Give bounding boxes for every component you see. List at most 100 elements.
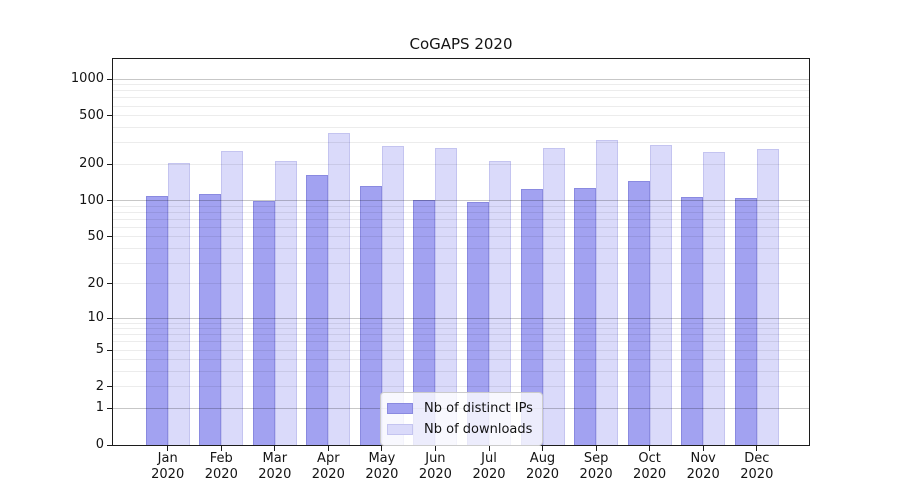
y-tick-mark bbox=[107, 444, 113, 446]
legend-swatch-downloads bbox=[387, 424, 413, 435]
y-tick-mark bbox=[107, 78, 113, 80]
gridline-minor bbox=[113, 247, 809, 249]
bar-distinct-ips bbox=[467, 202, 489, 445]
bars-layer bbox=[113, 59, 809, 445]
bar-downloads bbox=[167, 163, 190, 445]
x-tick-mark bbox=[702, 446, 704, 451]
x-tick-label: Apr 2020 bbox=[293, 451, 363, 482]
x-tick-year: 2020 bbox=[740, 466, 774, 482]
x-tick-year: 2020 bbox=[579, 466, 613, 482]
x-tick-label: Nov 2020 bbox=[668, 451, 738, 482]
gridline-minor bbox=[113, 386, 809, 388]
x-tick-year: 2020 bbox=[418, 466, 452, 482]
x-tick-label: Aug 2020 bbox=[508, 451, 578, 482]
bar-downloads bbox=[542, 148, 565, 445]
y-tick-label: 2 bbox=[95, 378, 104, 394]
x-tick-mark bbox=[488, 446, 490, 451]
y-tick-label: 200 bbox=[79, 156, 104, 172]
x-tick-month: Feb bbox=[209, 451, 233, 466]
legend-label: Nb of downloads bbox=[424, 422, 533, 437]
gridline-minor bbox=[113, 115, 809, 117]
gridline-major bbox=[113, 78, 809, 80]
x-tick-year: 2020 bbox=[525, 466, 560, 482]
y-tick-label: 50 bbox=[87, 228, 104, 244]
y-tick-mark bbox=[107, 349, 113, 351]
y-tick-label: 100 bbox=[79, 192, 104, 208]
bar-downloads bbox=[756, 149, 779, 445]
y-tick-mark bbox=[107, 407, 113, 409]
y-tick-mark bbox=[107, 386, 113, 388]
x-tick-label: Jan 2020 bbox=[133, 451, 203, 482]
gridline-minor bbox=[113, 205, 809, 207]
y-tick-mark bbox=[107, 317, 113, 319]
bar-downloads bbox=[489, 161, 511, 445]
gridline-minor bbox=[113, 218, 809, 220]
bar-downloads bbox=[435, 148, 458, 445]
x-tick-year: 2020 bbox=[151, 466, 185, 482]
x-tick-label: Jul 2020 bbox=[454, 451, 524, 482]
gridline-minor bbox=[113, 262, 809, 264]
bar-distinct-ips bbox=[252, 200, 275, 445]
gridline-minor bbox=[113, 236, 809, 238]
plot-area bbox=[113, 59, 809, 445]
x-tick-label: Jun 2020 bbox=[400, 451, 470, 482]
bar-distinct-ips bbox=[734, 197, 757, 445]
bar-downloads bbox=[649, 145, 672, 445]
x-tick-year: 2020 bbox=[686, 466, 720, 482]
gridline-minor bbox=[113, 84, 809, 86]
x-tick-month: Sep bbox=[583, 451, 609, 466]
x-tick-year: 2020 bbox=[204, 466, 238, 482]
bar-distinct-ips bbox=[413, 200, 436, 445]
x-tick-mark bbox=[381, 446, 383, 451]
y-tick-mark bbox=[107, 200, 113, 201]
x-tick-year: 2020 bbox=[472, 466, 506, 482]
x-tick-month: Dec bbox=[744, 451, 770, 466]
gridline-minor bbox=[113, 283, 809, 285]
x-tick-mark bbox=[595, 446, 597, 451]
y-tick-mark bbox=[107, 283, 113, 285]
x-tick-mark bbox=[327, 446, 329, 451]
gridline-minor bbox=[113, 163, 809, 165]
x-tick-month: Jun bbox=[425, 451, 446, 466]
gridline-minor bbox=[113, 359, 809, 361]
y-tick-mark bbox=[107, 115, 113, 117]
legend-entry: Nb of distinct IPs bbox=[387, 399, 533, 418]
x-tick-mark bbox=[542, 446, 543, 451]
x-tick-mark bbox=[274, 446, 276, 451]
x-tick-label: Sep 2020 bbox=[561, 451, 631, 482]
x-tick-year: 2020 bbox=[365, 466, 399, 482]
gridline-minor bbox=[113, 226, 809, 228]
y-tick-label: 1000 bbox=[70, 71, 104, 86]
x-tick-year: 2020 bbox=[311, 466, 345, 482]
y-tick-label: 20 bbox=[87, 275, 104, 291]
gridline-minor bbox=[113, 105, 809, 107]
x-tick-month: Aug bbox=[529, 451, 556, 466]
x-tick-mark bbox=[434, 446, 436, 451]
legend: Nb of distinct IPs Nb of downloads bbox=[380, 392, 543, 446]
bar-downloads bbox=[381, 146, 404, 445]
y-tick-label: 5 bbox=[95, 342, 104, 358]
legend-label: Nb of distinct IPs bbox=[424, 401, 533, 416]
bar-downloads bbox=[274, 160, 297, 445]
x-tick-month: May bbox=[368, 451, 396, 466]
bar-distinct-ips bbox=[520, 188, 543, 445]
gridline-minor bbox=[113, 211, 809, 213]
x-tick-label: Feb 2020 bbox=[186, 451, 256, 482]
x-tick-year: 2020 bbox=[633, 466, 667, 482]
gridline-minor bbox=[113, 349, 809, 351]
legend-entry: Nb of downloads bbox=[387, 420, 533, 439]
bar-distinct-ips bbox=[199, 194, 222, 445]
y-tick-label: 1 bbox=[95, 400, 104, 416]
y-tick-mark bbox=[107, 236, 113, 238]
gridline-major bbox=[113, 200, 809, 201]
legend-swatch-distinct-ips bbox=[387, 403, 413, 414]
y-tick-label: 10 bbox=[87, 310, 104, 325]
x-tick-month: Mar bbox=[262, 451, 288, 466]
x-tick-label: Mar 2020 bbox=[240, 451, 310, 482]
gridline-minor bbox=[113, 97, 809, 99]
grid-layer bbox=[113, 59, 809, 445]
gridline-minor bbox=[113, 142, 809, 144]
bar-distinct-ips bbox=[306, 174, 329, 445]
x-tick-mark bbox=[220, 446, 222, 451]
